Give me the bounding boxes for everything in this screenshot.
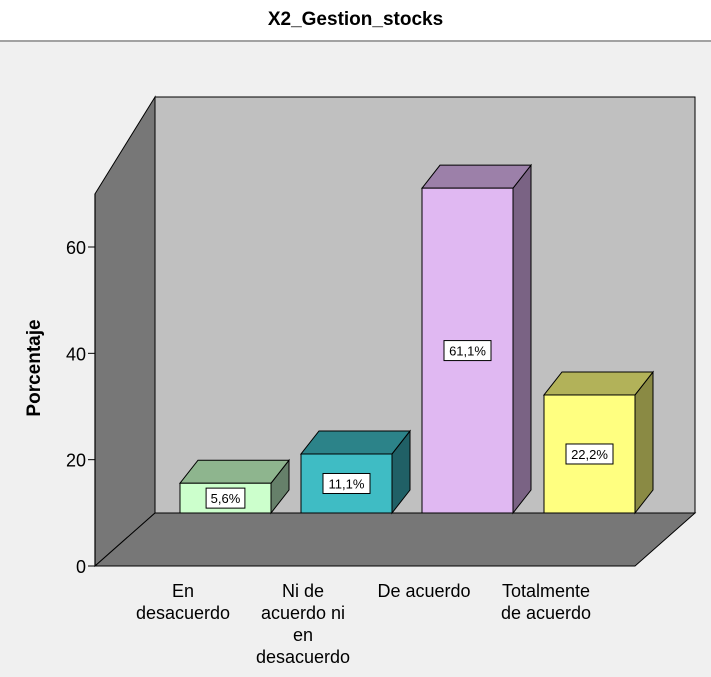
bar: 11,1% bbox=[299, 429, 412, 515]
x-tick-label: Totalmente de acuerdo bbox=[501, 581, 591, 623]
y-tick-label: 20 bbox=[66, 451, 86, 471]
chart-title: X2_Gestion_stocks bbox=[0, 0, 711, 40]
x-axis-labels: En desacuerdo Ni de acuerdo ni en desacuerdo D… bbox=[136, 581, 591, 667]
data-label-box bbox=[443, 340, 492, 362]
bar-top bbox=[178, 459, 291, 484]
bar: 22,2% bbox=[542, 370, 655, 515]
y-tick-label: 0 bbox=[76, 557, 86, 577]
data-label: 22,2% bbox=[571, 447, 608, 462]
data-label: 61,1% bbox=[449, 344, 486, 359]
data-label-box bbox=[205, 487, 246, 509]
bar: 61,1% bbox=[420, 163, 533, 515]
x-tick-label: De acuerdo bbox=[377, 581, 470, 601]
y-tick-label: 60 bbox=[66, 238, 86, 258]
data-label-box bbox=[565, 443, 614, 465]
bar-side bbox=[634, 370, 654, 515]
bar-top bbox=[299, 430, 412, 455]
y-axis: 0 20 40 60 bbox=[66, 193, 96, 577]
y-axis-label: Porcentaje bbox=[24, 319, 45, 416]
x-tick-label: Ni de acuerdo ni en desacuerdo bbox=[256, 581, 350, 667]
bar-front bbox=[421, 187, 514, 514]
data-label-box bbox=[322, 472, 371, 494]
bar-side bbox=[512, 163, 532, 515]
bar: 5,6% bbox=[178, 458, 291, 515]
bar-top bbox=[420, 164, 533, 189]
data-label: 11,1% bbox=[329, 476, 365, 491]
bars-group: 5,6% 11,1% 61,1% 22,2% bbox=[178, 163, 655, 515]
y-tick-label: 40 bbox=[66, 344, 86, 364]
data-label: 5,6% bbox=[211, 491, 241, 506]
bar-top bbox=[542, 371, 655, 396]
plot-floor bbox=[93, 512, 697, 567]
x-tick-label: En desacuerdo bbox=[136, 581, 230, 623]
